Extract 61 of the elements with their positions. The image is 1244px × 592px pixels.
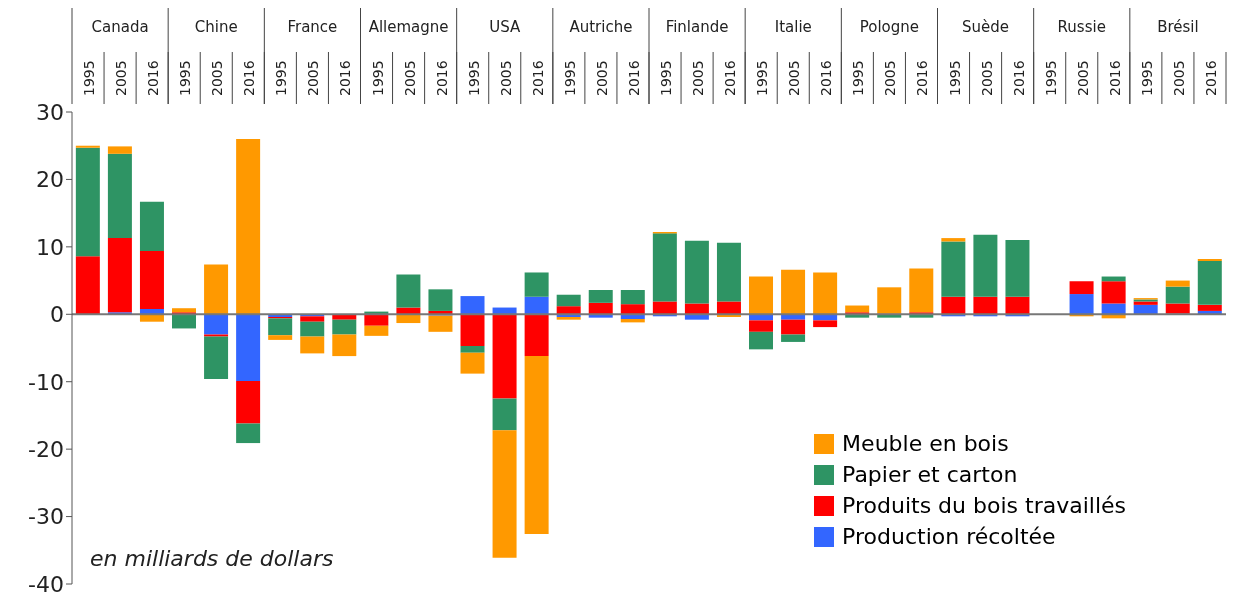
y-tick-label: 30 (36, 99, 64, 125)
x-tick-label: 2016 (337, 60, 354, 96)
x-tick-label: 2016 (1202, 60, 1219, 96)
x-tick-label: 2005 (786, 60, 803, 96)
legend-label: Meuble en bois (842, 431, 1009, 456)
x-tick-label: 2005 (593, 60, 610, 96)
text: Russie (1057, 18, 1106, 36)
text: Italie (774, 18, 812, 36)
x-tick-label: 2016 (145, 60, 162, 96)
x-tick-label: 1995 (273, 60, 290, 96)
x-tick-label: 1995 (369, 60, 386, 96)
text: Autriche (569, 18, 633, 36)
y-tick-label: 0 (50, 302, 64, 328)
text: France (287, 18, 338, 36)
text: Pologne (859, 18, 920, 36)
x-tick-label: 2016 (1106, 60, 1123, 96)
x-tick-label: 1995 (658, 60, 675, 96)
x-tick-label: 2005 (1170, 60, 1187, 96)
x-tick-label: 2005 (209, 60, 226, 96)
text: Canada (91, 18, 149, 36)
y-tick-label: -40 (28, 571, 64, 592)
x-tick-label: 2005 (978, 60, 995, 96)
x-tick-label: 1995 (561, 60, 578, 96)
legend-label: Production récoltée (842, 524, 1056, 549)
x-tick-label: 2005 (113, 60, 130, 96)
legend-label: Papier et carton (842, 462, 1018, 487)
x-tick-label: 1995 (1042, 60, 1059, 96)
text: Suède (962, 18, 1010, 36)
x-tick-label: 1995 (81, 60, 98, 96)
y-tick-label: 20 (36, 167, 64, 193)
text: Brésil (1157, 18, 1199, 36)
x-tick-label: 2005 (690, 60, 707, 96)
x-tick-label: 1995 (1138, 60, 1155, 96)
x-tick-label: 2016 (625, 60, 642, 96)
y-tick-label: -20 (28, 436, 64, 462)
x-tick-label: 2016 (914, 60, 931, 96)
x-tick-label: 1995 (754, 60, 771, 96)
x-tick-label: 2005 (497, 60, 514, 96)
x-tick-label: 2016 (722, 60, 739, 96)
y-tick-label: -30 (28, 504, 64, 530)
legend-label: Produits du bois travaillés (842, 493, 1126, 518)
x-tick-label: 2016 (1010, 60, 1027, 96)
x-tick-label: 2005 (882, 60, 899, 96)
text: USA (489, 18, 522, 36)
y-axis-title: en milliards de dollars (90, 546, 334, 571)
text: Finlande (665, 18, 729, 36)
y-tick-label: 10 (36, 234, 64, 260)
text: Chine (194, 18, 238, 36)
x-tick-label: 2005 (1074, 60, 1091, 96)
x-tick-label: 2016 (529, 60, 546, 96)
x-tick-label: 2016 (241, 60, 258, 96)
x-tick-label: 1995 (850, 60, 867, 96)
x-tick-label: 2016 (818, 60, 835, 96)
x-tick-label: 2005 (401, 60, 418, 96)
x-tick-label: 2016 (433, 60, 450, 96)
x-tick-label: 1995 (946, 60, 963, 96)
x-tick-label: 2005 (305, 60, 322, 96)
x-tick-label: 1995 (465, 60, 482, 96)
y-tick-label: -10 (28, 369, 64, 395)
x-tick-label: 1995 (177, 60, 194, 96)
text: Allemagne (368, 18, 449, 36)
